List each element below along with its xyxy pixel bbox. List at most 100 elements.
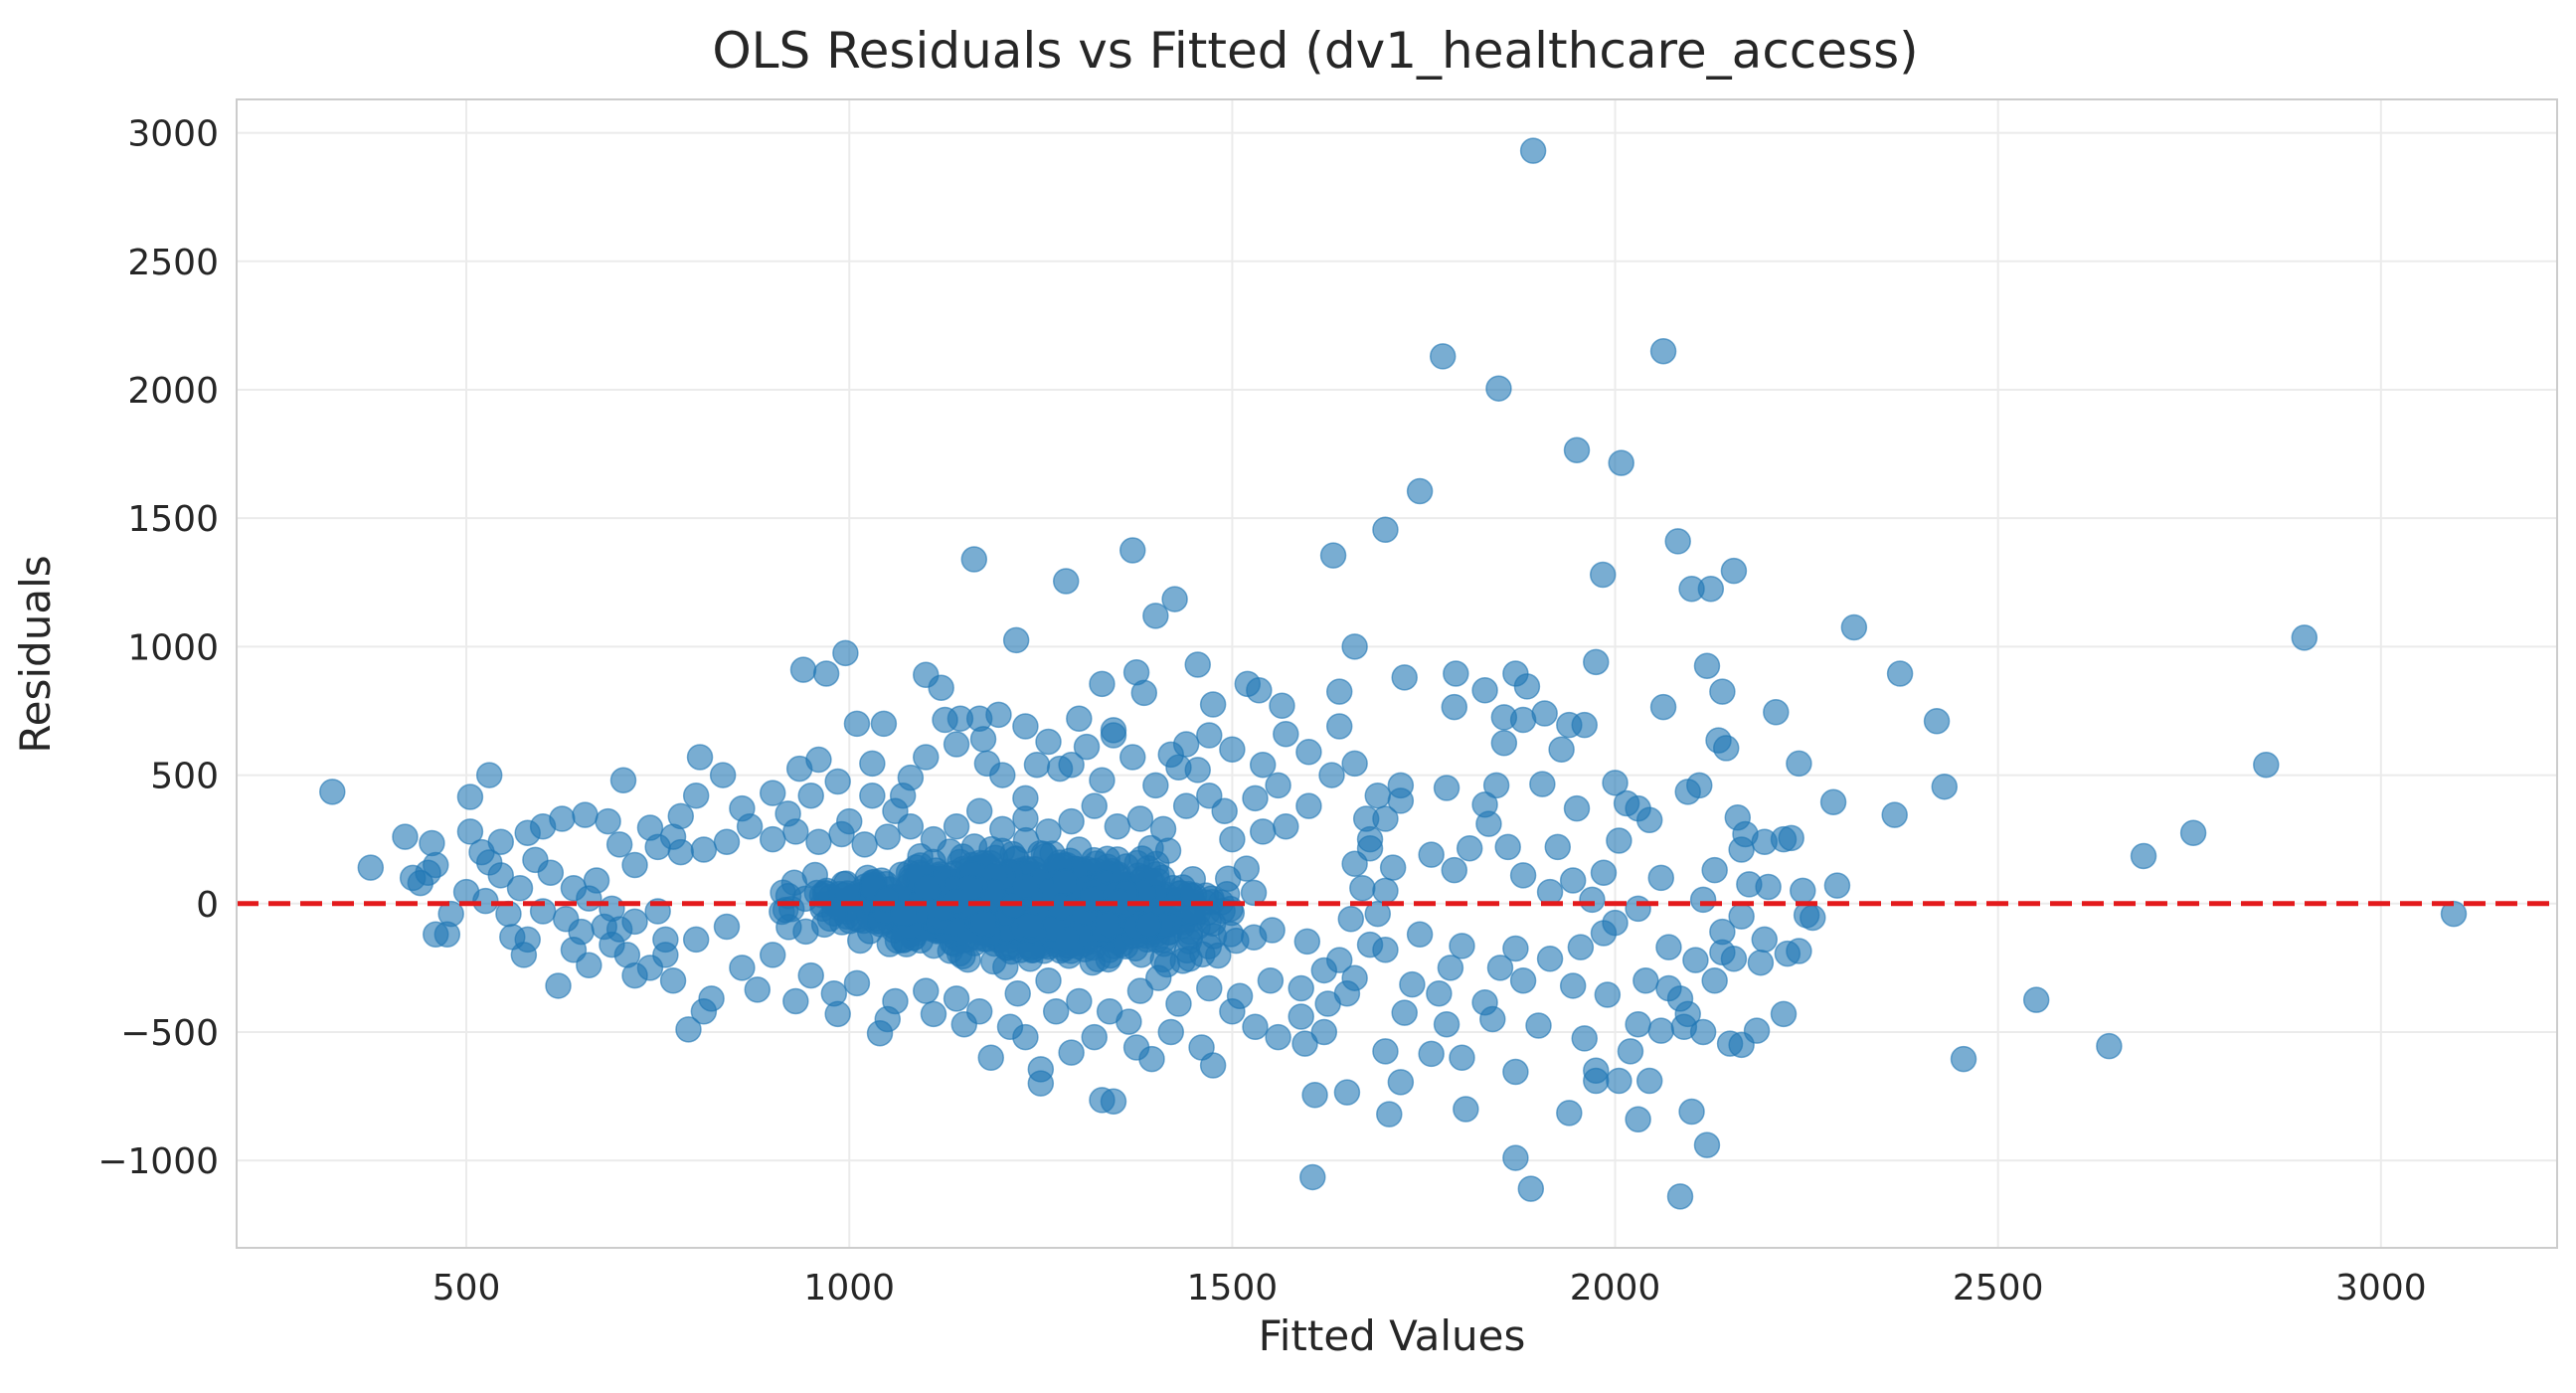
data-point (744, 976, 772, 1003)
cluster-point (1217, 921, 1245, 948)
cluster-point (1078, 886, 1106, 913)
data-point (736, 812, 764, 840)
data-point (1429, 343, 1457, 370)
data-point (572, 801, 599, 828)
data-point (1544, 833, 1572, 861)
data-point (759, 825, 786, 853)
data-point (1509, 967, 1537, 994)
y-tick-label: 2500 (127, 243, 219, 283)
data-point (1606, 1067, 1632, 1095)
data-point (1931, 773, 1959, 800)
data-point (1881, 801, 1908, 828)
data-point (805, 828, 832, 855)
data-point (977, 1044, 1004, 1072)
data-point (1130, 679, 1158, 707)
data-point (1265, 772, 1291, 799)
data-point (973, 750, 1001, 778)
data-point (759, 942, 786, 968)
data-point (1502, 1058, 1529, 1086)
data-point (1372, 877, 1399, 905)
data-point (1482, 772, 1510, 799)
data-point (1310, 1018, 1338, 1046)
data-point (1337, 906, 1365, 933)
data-point (1295, 739, 1322, 766)
cluster-point (1012, 826, 1040, 854)
data-point (1449, 933, 1475, 959)
data-point (1556, 1100, 1583, 1127)
data-point (1709, 678, 1736, 705)
data-point (1184, 757, 1211, 784)
data-point (1502, 1144, 1529, 1171)
data-point (499, 924, 526, 951)
data-point (1196, 722, 1223, 749)
data-point (1341, 633, 1368, 660)
data-point (1571, 1025, 1598, 1052)
data-point (1269, 692, 1295, 720)
data-point (1406, 477, 1434, 505)
data-point (820, 979, 848, 1007)
data-point (1823, 872, 1851, 899)
data-point (797, 782, 824, 809)
y-tick-label: −1000 (97, 1141, 219, 1182)
y-tick-label: 3000 (127, 114, 219, 155)
data-point (475, 849, 503, 876)
data-point (713, 913, 741, 941)
data-point (576, 885, 602, 912)
data-point (1819, 788, 1847, 815)
x-axis-label: Fitted Values (1259, 1311, 1526, 1360)
data-point (969, 726, 997, 753)
data-point (1655, 974, 1682, 1002)
data-point (1126, 977, 1154, 1004)
x-axis-ticks: 500 1000 1500 2000 2500 3000 (432, 1268, 2427, 1308)
data-point (1786, 750, 1812, 778)
cluster-point (791, 885, 819, 913)
data-point (1126, 805, 1154, 832)
data-point (1471, 791, 1498, 818)
data-point (1118, 744, 1146, 771)
data-point (797, 961, 824, 989)
data-point (1701, 856, 1728, 884)
data-point (1089, 670, 1116, 698)
data-point (682, 926, 710, 954)
data-point (2179, 819, 2207, 846)
data-point (965, 998, 993, 1025)
data-point (1426, 979, 1453, 1007)
chart-title: OLS Residuals vs Fitted (dv1_healthcare_… (712, 22, 1918, 80)
data-point (928, 674, 954, 701)
data-point (1786, 938, 1812, 964)
cluster-point (937, 838, 963, 865)
data-point (1288, 1003, 1314, 1030)
data-point (1625, 895, 1651, 923)
data-point (1418, 1040, 1445, 1068)
data-point (652, 942, 679, 968)
data-point (1494, 833, 1521, 861)
data-point (1157, 1018, 1185, 1046)
data-point (1583, 1057, 1610, 1084)
data-point (805, 746, 832, 774)
data-point (1666, 1183, 1694, 1210)
data-point (1291, 1030, 1318, 1057)
y-tick-label: 0 (196, 885, 219, 926)
data-point (1602, 909, 1629, 937)
cluster-point (1052, 868, 1079, 896)
data-point (1763, 699, 1790, 726)
data-point (851, 831, 878, 858)
data-point (1219, 736, 1246, 763)
data-point (1249, 818, 1277, 845)
data-point (1589, 561, 1617, 589)
data-point (1004, 979, 1031, 1007)
data-point (1453, 1096, 1479, 1123)
data-point (996, 1013, 1024, 1041)
data-point (1548, 736, 1575, 763)
data-point (1635, 1067, 1663, 1095)
data-point (1349, 875, 1376, 902)
y-tick-label: −500 (120, 1013, 219, 1054)
data-point (1689, 886, 1717, 914)
data-point (1364, 782, 1391, 809)
cluster-point (1135, 912, 1162, 939)
data-point (870, 710, 898, 738)
data-point (812, 660, 840, 687)
data-point (1042, 998, 1070, 1025)
cluster-point (1293, 928, 1321, 956)
data-point (686, 744, 714, 771)
